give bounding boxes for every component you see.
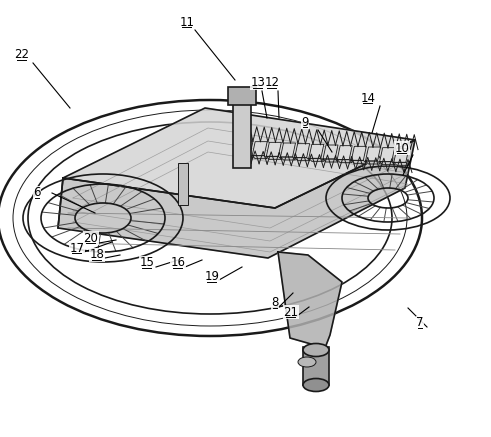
Polygon shape	[280, 143, 296, 157]
Text: 7: 7	[416, 316, 424, 329]
Text: 20: 20	[83, 232, 98, 244]
Polygon shape	[337, 146, 352, 160]
Polygon shape	[309, 144, 324, 158]
Text: 15: 15	[139, 257, 155, 270]
Ellipse shape	[303, 343, 329, 357]
Text: 9: 9	[301, 115, 309, 128]
Polygon shape	[352, 146, 366, 160]
Polygon shape	[323, 159, 338, 162]
Text: 8: 8	[272, 296, 279, 309]
Polygon shape	[252, 142, 267, 156]
Bar	[233, 100, 251, 168]
Text: 11: 11	[180, 15, 194, 28]
Polygon shape	[394, 148, 409, 162]
Polygon shape	[266, 142, 281, 156]
Polygon shape	[252, 156, 267, 159]
Text: 16: 16	[170, 257, 186, 270]
Text: 17: 17	[70, 242, 84, 254]
Polygon shape	[278, 252, 342, 348]
Text: 12: 12	[265, 76, 279, 90]
Polygon shape	[365, 147, 381, 161]
Polygon shape	[380, 162, 395, 165]
Polygon shape	[337, 160, 352, 163]
Bar	[303, 347, 329, 385]
Polygon shape	[266, 156, 281, 160]
Polygon shape	[309, 158, 324, 161]
Text: 22: 22	[15, 49, 29, 62]
Ellipse shape	[298, 357, 316, 367]
Polygon shape	[238, 155, 253, 158]
Polygon shape	[58, 140, 415, 258]
Polygon shape	[238, 141, 253, 155]
Polygon shape	[394, 162, 409, 165]
Polygon shape	[280, 157, 296, 160]
Polygon shape	[323, 145, 338, 159]
Text: 18: 18	[89, 249, 105, 261]
Ellipse shape	[303, 378, 329, 392]
Text: 19: 19	[204, 271, 219, 284]
Bar	[228, 87, 256, 105]
Text: 13: 13	[250, 76, 266, 90]
Polygon shape	[295, 144, 310, 158]
Polygon shape	[365, 161, 381, 164]
Text: 10: 10	[395, 142, 409, 155]
Text: 6: 6	[33, 187, 41, 200]
Polygon shape	[295, 158, 310, 161]
Polygon shape	[63, 108, 415, 208]
Text: 14: 14	[360, 91, 376, 104]
Polygon shape	[352, 160, 366, 163]
Polygon shape	[380, 148, 395, 162]
Bar	[178, 163, 188, 205]
Text: 21: 21	[283, 305, 299, 319]
